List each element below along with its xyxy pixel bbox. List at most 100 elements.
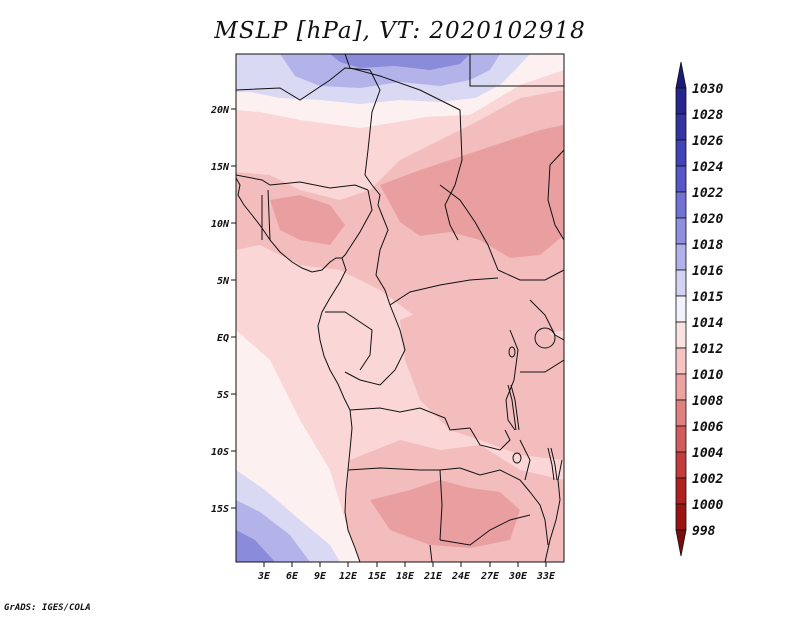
colorbar-segment: [675, 321, 687, 349]
border-lake-chad: [364, 174, 381, 206]
lat-label: 5S: [217, 390, 229, 401]
colorbar-segment: [675, 347, 687, 375]
border-south-sudan: [497, 269, 564, 281]
lake-kivu: [508, 346, 516, 358]
lake-victoria: [534, 327, 556, 349]
colorbar-label: 1012: [692, 342, 723, 357]
border-gabon: [325, 311, 373, 371]
map-title: MSLP [hPa], VT: 2020102918: [214, 18, 586, 44]
colorbar-segment: [675, 87, 687, 115]
colorbar-segment: [675, 165, 687, 193]
colorbar-segment: [675, 269, 687, 297]
lakes: [507, 327, 558, 481]
lon-label: 18E: [396, 571, 415, 582]
border-nigeria-cameroon: [341, 189, 373, 259]
colorbar-label: 1008: [692, 394, 723, 409]
colorbar-label: 1018: [692, 238, 723, 253]
colorbar-segment: [675, 425, 687, 453]
colorbar-segment: [675, 477, 687, 505]
border-algeria-niger: [236, 67, 381, 176]
lat-label: EQ: [217, 333, 229, 344]
colorbar-segment: [675, 399, 687, 427]
lake-malawi: [547, 447, 558, 481]
zone-1010-congo: [400, 300, 564, 460]
pressure-field: [236, 54, 564, 562]
colorbar-label: 1026: [692, 134, 723, 149]
lat-label: 20N: [210, 105, 230, 116]
colorbar-label: 1022: [692, 186, 723, 201]
border-uganda-kenya: [529, 299, 564, 341]
border-burkina: [236, 174, 271, 186]
colorbar-segment: [675, 243, 687, 271]
border-east-lakes: [505, 329, 519, 431]
colorbar-label: 1004: [692, 446, 723, 461]
colorbar-segment: [675, 139, 687, 167]
colorbar-segment: [675, 217, 687, 245]
colorbar-segment: [675, 295, 687, 323]
zone-1008-kalahari: [370, 480, 520, 548]
lake-tanganyika: [507, 384, 520, 431]
colorbar-label: 1024: [692, 160, 723, 175]
colorbar-label: 1020: [692, 212, 723, 227]
colorbar-label: 1016: [692, 264, 723, 279]
lon-label: 15E: [368, 571, 387, 582]
coastline-east: [544, 459, 563, 562]
lon-label: 12E: [339, 571, 358, 582]
border-drc-zambia: [469, 427, 511, 451]
border-car-drc: [389, 277, 499, 306]
coastline-west: [236, 177, 361, 562]
lon-label: 6E: [286, 571, 299, 582]
border-egypt-sudan: [469, 54, 564, 87]
colorbar-label: 1030: [692, 82, 723, 97]
colorbar-top-arrow: [675, 61, 687, 89]
grads-credit: GrADS: IGES/COLA: [4, 603, 91, 613]
colorbar-label: 1014: [692, 316, 723, 331]
lon-label: 30E: [508, 571, 528, 582]
border-namibia-sa: [429, 544, 433, 562]
border-drc-angola: [349, 407, 471, 431]
border-libya-east: [344, 54, 463, 186]
colorbar-label: 998: [692, 524, 716, 539]
colorbar-bottom-arrow: [675, 529, 687, 557]
colorbar-label: 1028: [692, 108, 723, 123]
border-congo-drc: [344, 304, 406, 386]
lon-label: 27E: [480, 571, 500, 582]
lat-label: 5N: [217, 276, 230, 287]
lat-label: 10N: [211, 219, 230, 230]
colorbar-segment: [675, 503, 687, 531]
colorbar-label: 1010: [692, 368, 723, 383]
colorbar-segment: [675, 373, 687, 401]
colorbar-label: 1000: [692, 498, 723, 513]
map-frame: [235, 53, 565, 563]
border-mozambique: [529, 491, 549, 546]
political-borders: [236, 54, 564, 562]
border-zambia-zimbabwe: [459, 467, 531, 493]
lat-label: 15N: [211, 162, 230, 173]
border-car-sudan: [439, 184, 499, 271]
border-malawi: [519, 439, 531, 481]
border-botswana-sa: [439, 514, 531, 546]
lat-label: 10S: [211, 447, 229, 458]
lake-mweru: [512, 452, 522, 464]
latitude-axis: 20N 15N 10N 5N EQ 5S 10S 15S: [210, 105, 236, 515]
colorbar-segment: [675, 113, 687, 141]
lon-label: 33E: [536, 571, 556, 582]
lon-label: 21E: [423, 571, 443, 582]
border-tanzania: [520, 359, 564, 373]
colorbar-label: 1015: [692, 290, 723, 305]
zone-1020-southwest: [236, 530, 275, 562]
longitude-axis: 3E 6E 9E 12E 15E 18E 21E 24E 27E 30E 33E: [257, 562, 556, 582]
border-ethiopia: [547, 149, 564, 241]
colorbar: 1030 1028 1026 1024 1022 1020 1018 1016 1015 1014…: [675, 61, 723, 557]
lon-label: 24E: [451, 571, 471, 582]
border-niger-nigeria: [269, 181, 369, 191]
colorbar-label: 1002: [692, 472, 723, 487]
colorbar-segment: [675, 451, 687, 479]
border-chad-sudan: [444, 184, 459, 241]
colorbar-label: 1006: [692, 420, 723, 435]
lon-label: 9E: [314, 571, 327, 582]
border-namibia-botswana: [439, 469, 443, 541]
border-benin-togo: [261, 189, 271, 241]
zone-1008-central: [270, 195, 345, 245]
